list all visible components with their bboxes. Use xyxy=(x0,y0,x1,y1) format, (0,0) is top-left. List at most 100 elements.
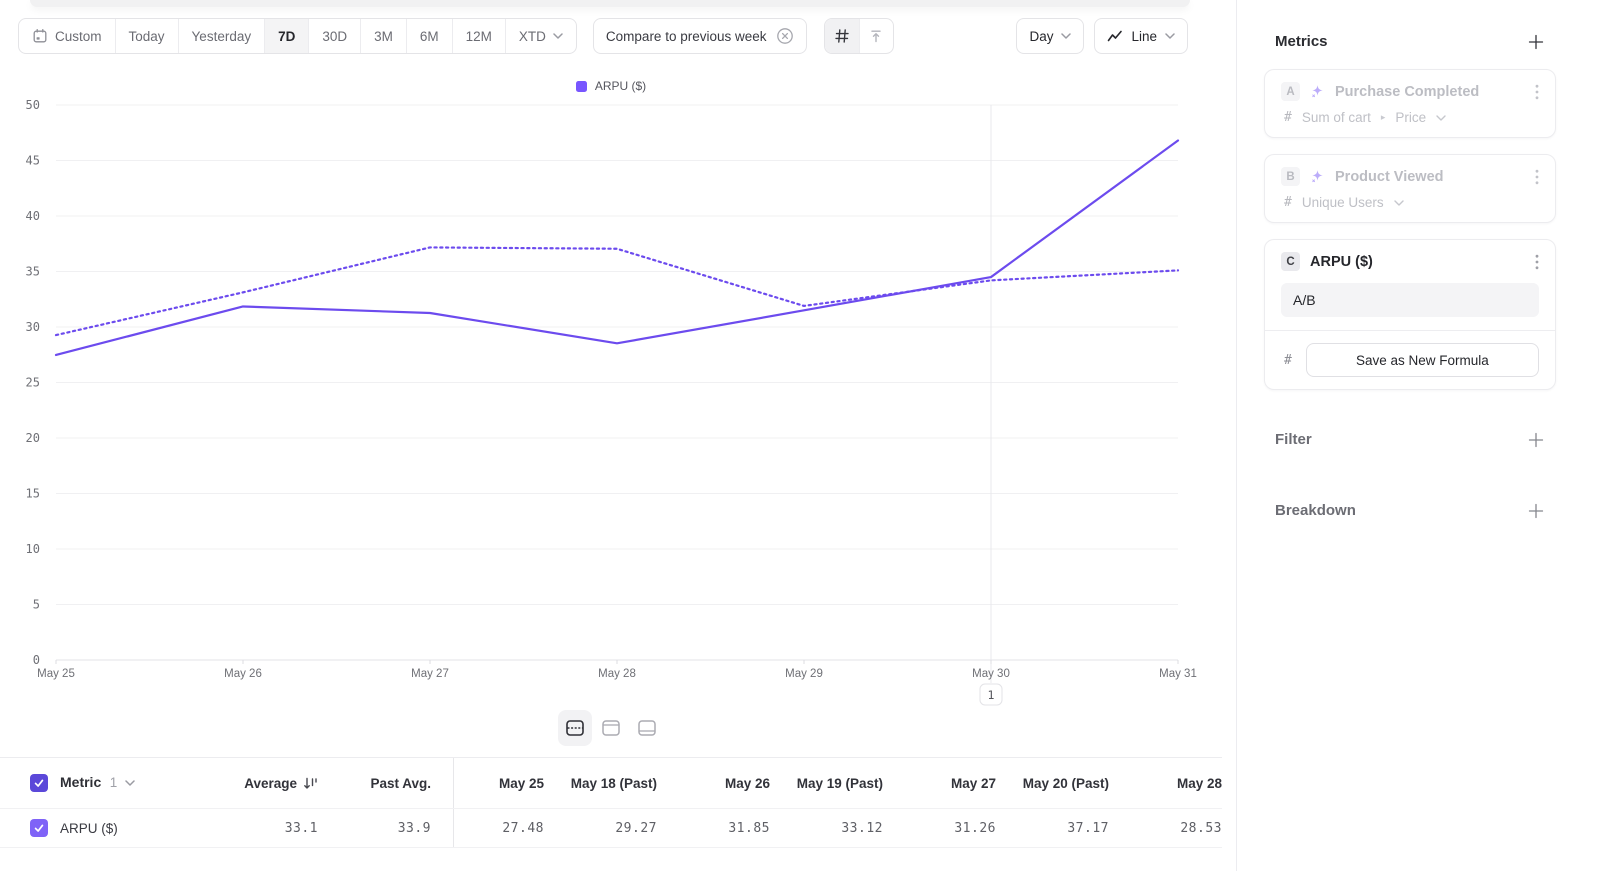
gridlines-toggle-button[interactable] xyxy=(824,19,859,53)
chart-type-dropdown[interactable]: Line xyxy=(1094,18,1188,54)
sort-descending-icon[interactable] xyxy=(303,777,318,790)
metric-menu-button[interactable] xyxy=(1535,84,1539,100)
chevron-down-icon xyxy=(553,33,563,39)
legend-label: ARPU ($) xyxy=(594,79,647,93)
chevron-down-icon xyxy=(1393,199,1404,206)
y-axis-tick-label: 35 xyxy=(26,265,40,279)
measure-label: Sum of cart xyxy=(1301,110,1371,125)
column-header-label: May 28 xyxy=(1176,775,1222,791)
x-axis-tick-label: May 26 xyxy=(224,668,262,680)
column-divider xyxy=(431,809,454,847)
metric-header-cell: Metric 1 xyxy=(0,774,226,792)
range-xtd-button[interactable]: XTD xyxy=(506,19,576,53)
range-label: 6M xyxy=(419,28,439,44)
column-header[interactable]: May 27 xyxy=(883,776,996,791)
column-header-label: May 25 xyxy=(498,775,544,791)
range-12m-button[interactable]: 12M xyxy=(453,19,506,53)
column-header[interactable]: May 26 xyxy=(657,776,770,791)
metric-card-a[interactable]: A Purchase Completed # Sum of cart ▸ Pri… xyxy=(1264,69,1556,138)
metrics-section-header: Metrics xyxy=(1264,33,1556,50)
column-header[interactable]: Average xyxy=(226,776,318,791)
metric-name: ARPU ($) xyxy=(1310,253,1373,270)
formula-value: A/B xyxy=(1293,292,1316,308)
metric-card-c-header: C ARPU ($) xyxy=(1281,252,1539,271)
flag-marker-icon xyxy=(871,30,881,43)
annotation-marker[interactable]: 1 xyxy=(979,683,1003,706)
column-header[interactable]: May 25 xyxy=(454,776,544,791)
hash-prefix: # xyxy=(1284,352,1292,368)
chevron-down-icon xyxy=(1061,33,1072,39)
query-builder-sidebar: Metrics A Purchase Completed # Sum of ca… xyxy=(1236,0,1600,871)
range-3m-button[interactable]: 3M xyxy=(361,19,407,53)
range-label: 7D xyxy=(278,28,296,44)
range-label: 3M xyxy=(374,28,393,44)
cell-value: 37.17 xyxy=(1067,820,1109,836)
layout-top-panel-button[interactable] xyxy=(594,710,628,746)
metric-card-c[interactable]: C ARPU ($) A/B # Save as New Formula xyxy=(1264,239,1556,390)
column-header-label: May 19 (Past) xyxy=(796,775,883,791)
metric-menu-button[interactable] xyxy=(1535,169,1539,185)
add-metric-button[interactable] xyxy=(1528,34,1544,50)
kebab-menu-icon xyxy=(1535,84,1539,99)
column-header[interactable]: May 18 (Past) xyxy=(544,776,657,791)
range-yesterday-button[interactable]: Yesterday xyxy=(179,19,266,53)
measure-selector[interactable]: # Sum of cart ▸ Price xyxy=(1281,110,1539,125)
chevron-down-icon[interactable] xyxy=(125,780,135,786)
range-6m-button[interactable]: 6M xyxy=(407,19,453,53)
remove-compare-icon[interactable] xyxy=(776,27,794,45)
add-filter-button[interactable] xyxy=(1528,432,1544,448)
check-icon xyxy=(34,824,44,832)
layout-split-horizontal-button[interactable] xyxy=(558,710,592,746)
range-custom-button[interactable]: Custom xyxy=(19,19,116,53)
chart-toolbar: Custom Today Yesterday 7D 30D 3M 6M 12M XTD Comp… xyxy=(18,18,1188,54)
metric-card-b[interactable]: B Product Viewed # Unique Users xyxy=(1264,154,1556,223)
series-line-dotted xyxy=(54,246,1180,337)
cell-value: 31.85 xyxy=(728,820,770,836)
layout-bottom-panel-button[interactable] xyxy=(630,710,664,746)
range-today-button[interactable]: Today xyxy=(116,19,179,53)
column-header[interactable]: May 20 (Past) xyxy=(996,776,1109,791)
compare-pill[interactable]: Compare to previous week xyxy=(592,18,807,54)
table-row: ARPU ($) 33.1 33.9 27.48 29.27 31.85 33.12 31.… xyxy=(0,808,1222,848)
y-axis-tick-label: 20 xyxy=(26,431,40,445)
column-header[interactable]: May 19 (Past) xyxy=(770,776,883,791)
breakdown-section-header: Breakdown xyxy=(1264,502,1556,519)
row-checkbox[interactable] xyxy=(30,819,48,837)
measure-selector[interactable]: # Unique Users xyxy=(1281,195,1539,210)
column-header-label: Average xyxy=(244,775,297,791)
select-all-checkbox[interactable] xyxy=(30,774,48,792)
metric-badge: A xyxy=(1281,82,1300,101)
x-axis-tick-label: May 27 xyxy=(411,668,449,680)
formula-input[interactable]: A/B xyxy=(1281,283,1539,317)
range-30d-button[interactable]: 30D xyxy=(309,19,362,53)
breakdown-title: Breakdown xyxy=(1275,502,1356,519)
column-header-label: May 26 xyxy=(724,775,770,791)
measure-label: Unique Users xyxy=(1301,195,1384,210)
column-header[interactable]: Past Avg. xyxy=(318,776,431,791)
hash-prefix: # xyxy=(1284,110,1292,125)
save-formula-button[interactable]: Save as New Formula xyxy=(1305,343,1539,377)
annotations-toggle-button[interactable] xyxy=(858,19,893,53)
chart-type-label: Line xyxy=(1131,28,1157,44)
column-header[interactable]: May 28 xyxy=(1109,776,1222,791)
metric-count: 1 xyxy=(109,775,118,790)
range-label: XTD xyxy=(518,28,546,44)
range-7d-button[interactable]: 7D xyxy=(265,19,310,53)
chart-legend: ARPU ($) xyxy=(0,79,1222,93)
row-metric-name: ARPU ($) xyxy=(60,820,118,836)
bottom-panel-icon xyxy=(638,720,656,736)
granularity-dropdown[interactable]: Day xyxy=(1016,18,1085,54)
column-header-label: May 20 (Past) xyxy=(1022,775,1109,791)
add-breakdown-button[interactable] xyxy=(1528,503,1544,519)
kebab-menu-icon xyxy=(1535,169,1539,184)
range-label: Today xyxy=(128,28,165,44)
range-label: Custom xyxy=(55,28,102,44)
cell-value: 33.9 xyxy=(397,820,431,836)
metric-name: Product Viewed xyxy=(1335,168,1444,185)
metric-menu-button[interactable] xyxy=(1535,254,1539,270)
y-axis-tick-label: 30 xyxy=(26,320,40,334)
range-label: 12M xyxy=(465,28,492,44)
metric-row-cell: ARPU ($) xyxy=(0,819,226,837)
y-axis-tick-label: 40 xyxy=(26,209,40,223)
metric-card-b-header: B Product Viewed xyxy=(1281,167,1539,186)
